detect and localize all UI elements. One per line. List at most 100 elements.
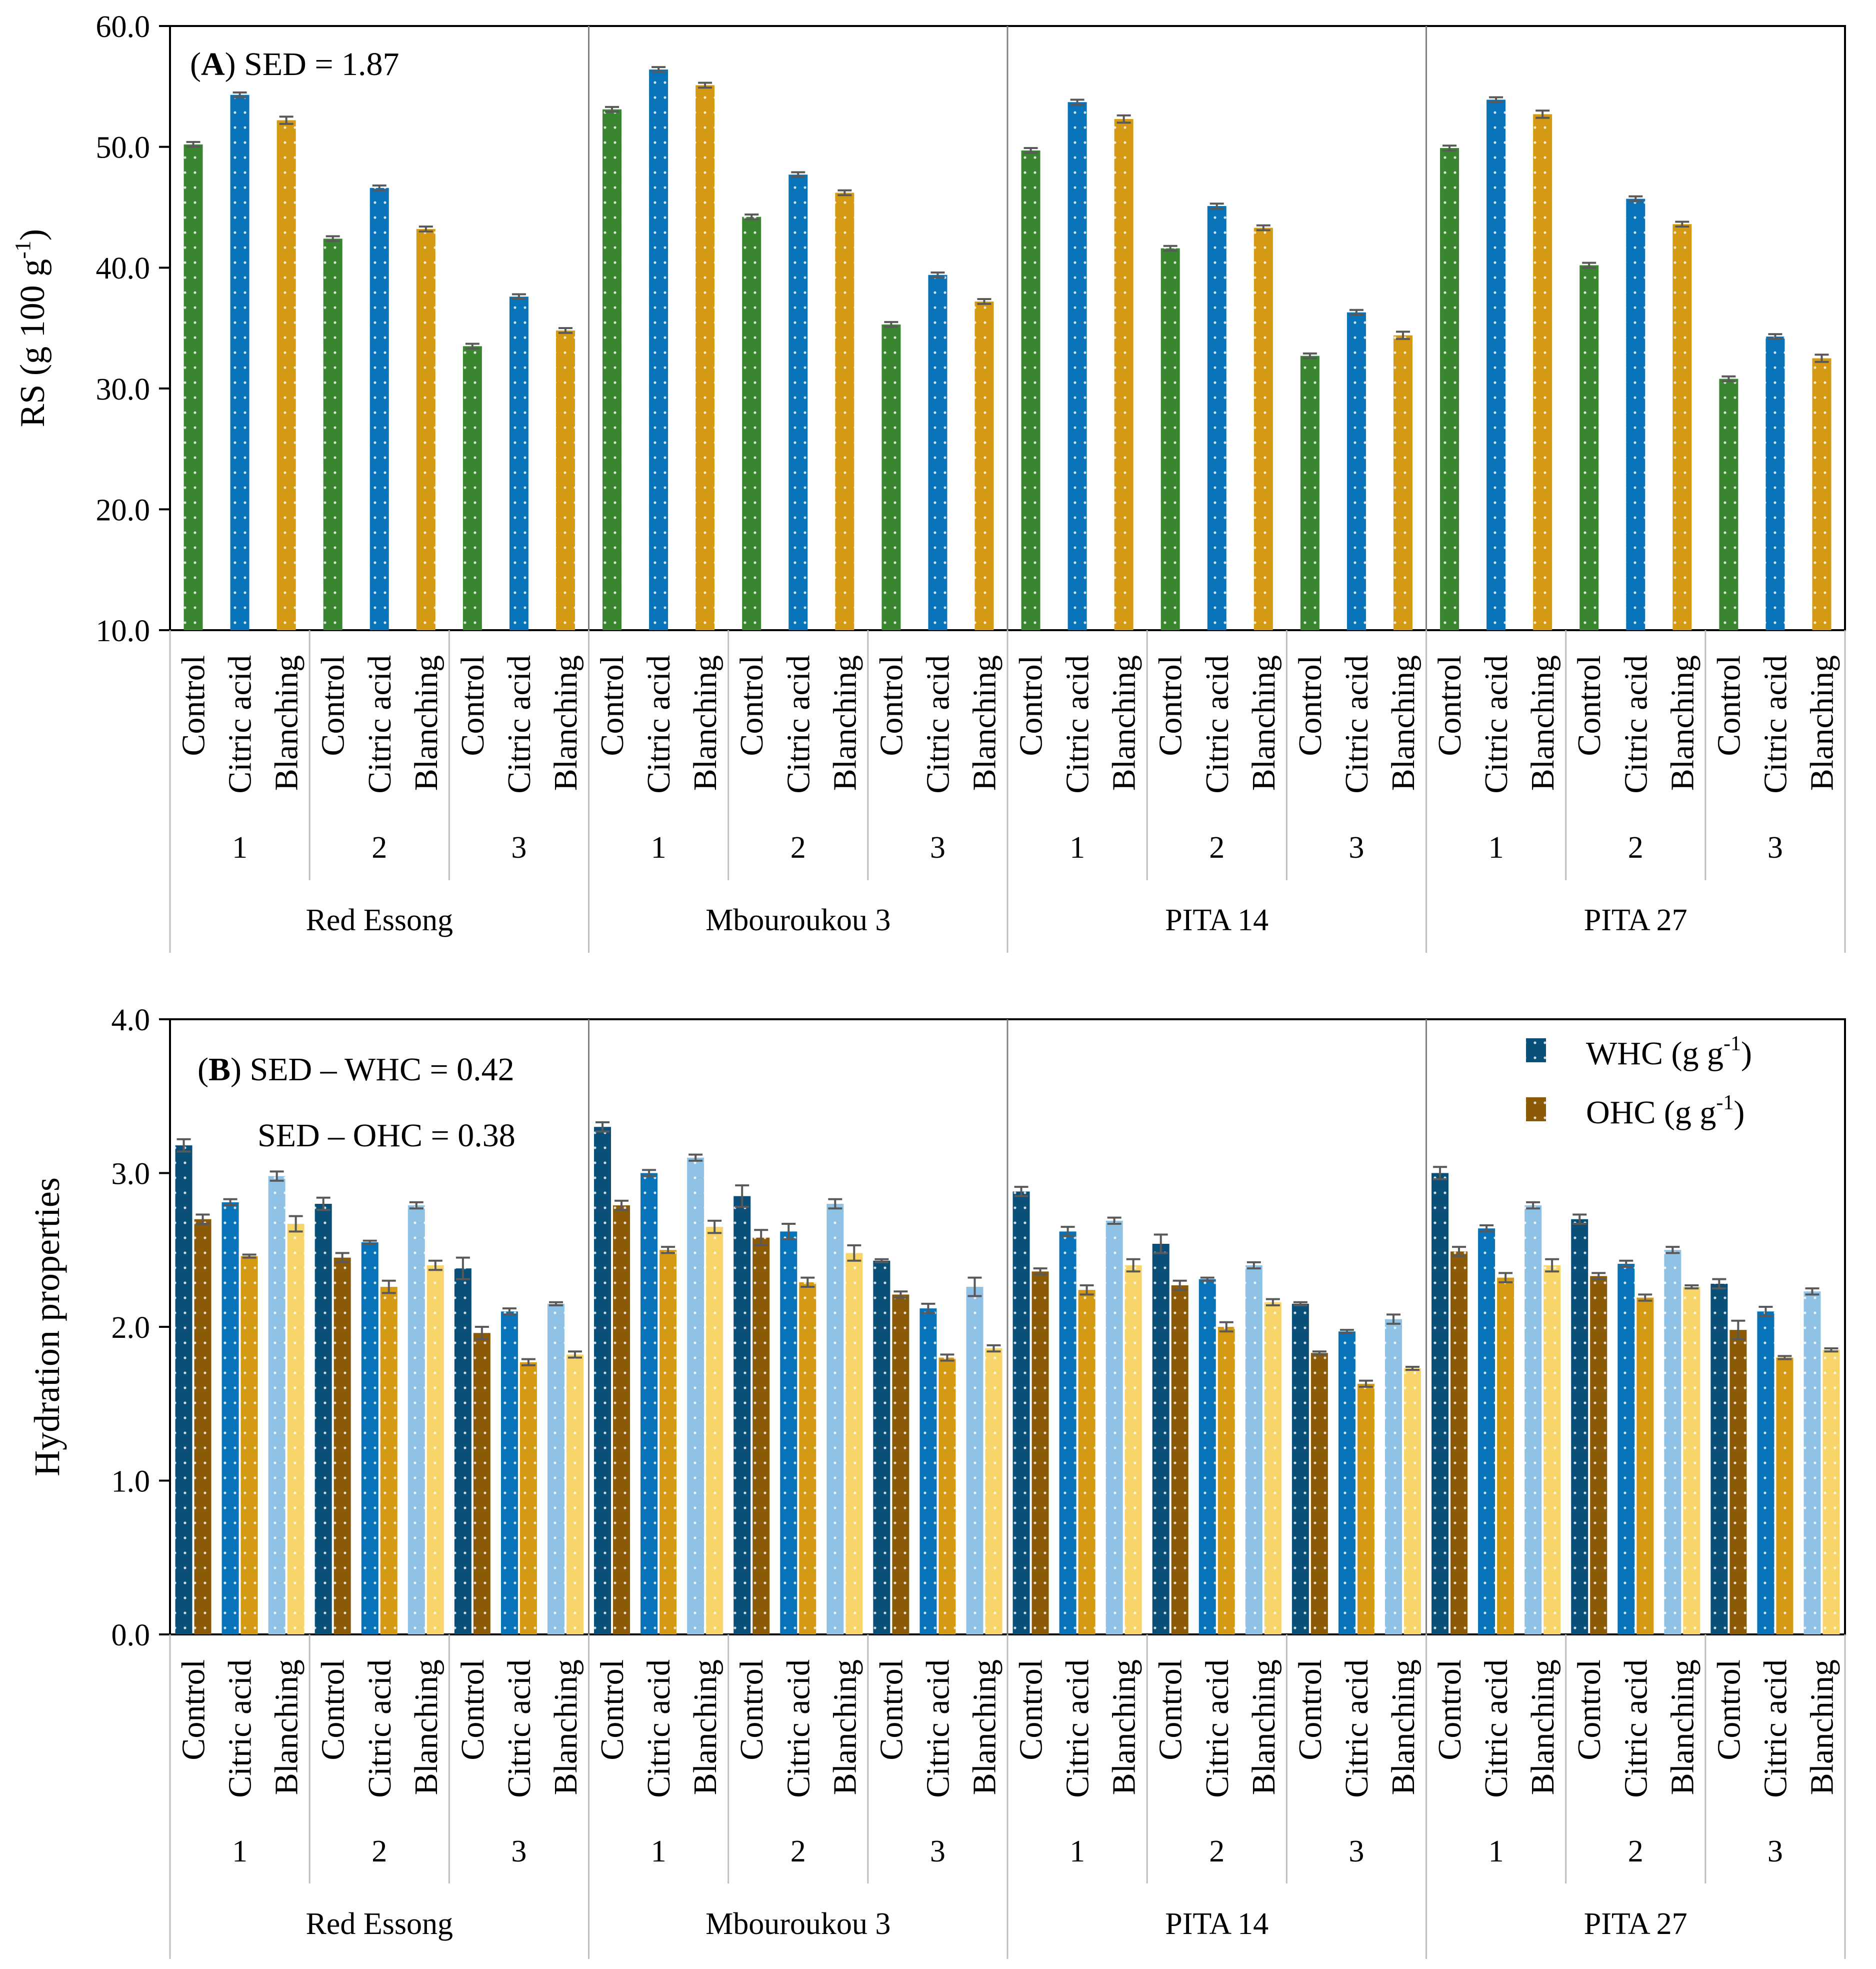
bar [1300, 356, 1320, 630]
variety-label: PITA 27 [1584, 1907, 1688, 1941]
bar-whc [1432, 1173, 1449, 1634]
y-tick-label: 60.0 [96, 10, 150, 44]
treatment-label: Blanching [1385, 1659, 1422, 1795]
bar [1533, 114, 1552, 630]
bar [462, 346, 482, 630]
treatment-label: Control [1571, 655, 1608, 756]
treatment-label: Citric acid [1199, 655, 1236, 794]
treatment-label: Control [315, 1659, 352, 1760]
bar [928, 275, 948, 630]
treatment-label: Control [1571, 1659, 1608, 1760]
bar-whc [1524, 1205, 1542, 1634]
treatment-label: Citric acid [1338, 1659, 1375, 1798]
y-tick-label: 30.0 [96, 373, 150, 407]
treatment-label: Control [176, 655, 212, 756]
treatment-label: Citric acid [640, 1659, 677, 1798]
bar-whc [1384, 1319, 1402, 1634]
bar [1346, 312, 1366, 630]
treatment-label: Control [1152, 1659, 1189, 1760]
bar-ohc [613, 1205, 630, 1634]
bar [416, 229, 436, 630]
level-label: 2 [372, 831, 387, 865]
treatment-label: Blanching [548, 1659, 584, 1795]
level-label: 1 [651, 1834, 666, 1868]
treatment-label: Citric acid [1757, 655, 1794, 794]
treatment-label: Control [454, 1659, 491, 1760]
bar-ohc [1124, 1265, 1142, 1634]
treatment-label: Control [1432, 655, 1468, 756]
bar [1254, 228, 1273, 630]
treatment-label: Control [594, 655, 630, 756]
bar-whc [1804, 1291, 1821, 1634]
treatment-label: Control [1013, 1659, 1050, 1760]
treatment-label: Blanching [1664, 655, 1700, 791]
y-tick-label: 20.0 [96, 493, 150, 527]
treatment-label: Blanching [408, 1659, 444, 1795]
level-label: 3 [511, 831, 526, 865]
bar-ohc [1730, 1330, 1747, 1634]
bar [788, 175, 808, 631]
bar-whc [920, 1308, 937, 1634]
bar [1114, 119, 1134, 631]
treatment-label: Citric acid [1757, 1659, 1794, 1798]
level-label: 2 [1209, 831, 1224, 865]
level-label: 3 [1768, 1834, 1783, 1868]
treatment-label: Control [1710, 1659, 1747, 1760]
level-label: 2 [1209, 1834, 1224, 1868]
bar-ohc [1264, 1302, 1282, 1634]
treatment-label: Blanching [687, 1659, 724, 1795]
level-label: 1 [1070, 1834, 1085, 1868]
level-label: 3 [1348, 1834, 1364, 1868]
treatment-label: Citric acid [501, 1659, 538, 1798]
bar [696, 85, 715, 630]
level-label: 2 [790, 831, 806, 865]
level-label: 3 [930, 1834, 946, 1868]
bar-ohc [1218, 1327, 1235, 1634]
bar-ohc [240, 1256, 258, 1634]
bar-whc [1292, 1303, 1309, 1634]
bar-ohc [660, 1250, 677, 1634]
bar-whc [1152, 1243, 1170, 1634]
bar [1626, 199, 1646, 630]
bar [882, 324, 901, 630]
treatment-label: Blanching [966, 1659, 1002, 1795]
treatment-label: Control [873, 655, 910, 756]
bar-whc [1012, 1191, 1030, 1634]
treatment-label: Citric acid [222, 1659, 258, 1798]
treatment-label: Blanching [1664, 1659, 1700, 1795]
bar-ohc [287, 1223, 304, 1634]
treatment-label: Citric acid [1618, 1659, 1654, 1798]
variety-label: PITA 14 [1165, 903, 1268, 937]
variety-label: Mbouroukou 3 [706, 903, 890, 937]
variety-label: PITA 14 [1165, 1907, 1268, 1941]
bar-whc [1106, 1220, 1123, 1634]
bar-whc [1059, 1231, 1076, 1634]
y-tick-label: 50.0 [96, 131, 150, 165]
panel-b-annotation-2: SED – OHC = 0.38 [258, 1117, 516, 1154]
bar-whc [408, 1205, 425, 1634]
treatment-label: Control [594, 1659, 630, 1760]
bar-ohc [1404, 1368, 1421, 1634]
bar [1719, 379, 1738, 630]
treatment-label: Citric acid [1199, 1659, 1236, 1798]
level-label: 1 [1488, 831, 1504, 865]
bar-whc [361, 1242, 378, 1634]
treatment-label: Blanching [1804, 1659, 1840, 1795]
bar-whc [687, 1157, 704, 1634]
bar-ohc [194, 1219, 212, 1634]
y-axis-label: RS (g 100 g-1) [10, 229, 52, 427]
bar-whc [734, 1196, 751, 1634]
legend-swatch [1526, 1038, 1546, 1062]
treatment-label: Citric acid [222, 655, 258, 794]
bar [974, 301, 994, 630]
bar [1580, 265, 1599, 630]
bar [1486, 100, 1506, 631]
treatment-label: Control [315, 655, 352, 756]
bar-ohc [1590, 1276, 1608, 1634]
bar [835, 193, 854, 631]
treatment-label: Blanching [1106, 655, 1142, 791]
y-tick-label: 40.0 [96, 252, 150, 286]
level-label: 2 [1628, 1834, 1644, 1868]
variety-label: Red Essong [306, 1907, 454, 1941]
bar-whc [547, 1303, 564, 1634]
